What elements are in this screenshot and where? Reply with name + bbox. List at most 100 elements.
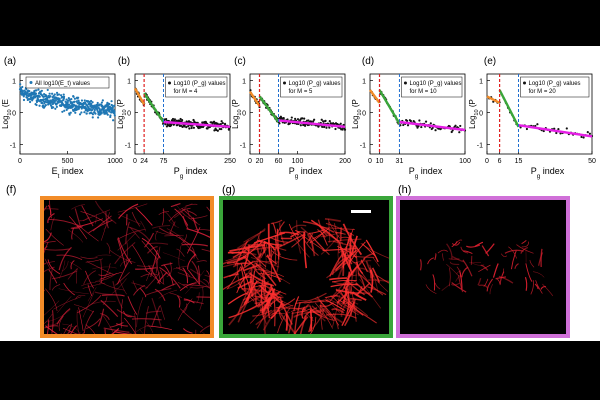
fit-line-green — [143, 92, 165, 123]
filament — [309, 316, 317, 334]
filament — [183, 299, 204, 305]
filament — [458, 275, 464, 293]
x-tick-label: 50 — [588, 158, 596, 165]
filament — [319, 300, 340, 326]
data-point — [458, 131, 461, 134]
filament — [151, 297, 162, 328]
data-point — [212, 120, 216, 123]
panel-label-c: (c) — [234, 56, 246, 67]
data-point — [187, 125, 190, 128]
data-point — [459, 124, 462, 128]
data-point — [179, 124, 183, 127]
data-point — [48, 92, 51, 95]
y-axis-label: Log10 (P — [116, 99, 128, 129]
data-point — [83, 99, 86, 102]
data-point — [220, 127, 223, 131]
data-point — [223, 122, 227, 125]
filament — [309, 235, 314, 252]
data-point — [313, 118, 316, 121]
filament — [67, 323, 73, 334]
data-point — [54, 99, 58, 102]
y-tick-label: 1 — [362, 78, 366, 85]
data-point — [77, 99, 80, 102]
filament — [244, 289, 258, 306]
filament — [206, 206, 210, 212]
data-point — [324, 119, 327, 122]
fit-line-magenta — [278, 119, 346, 128]
y-axis-label: Log10 (E — [1, 99, 13, 129]
filament — [434, 282, 441, 290]
data-point — [42, 98, 45, 101]
data-point — [37, 88, 40, 91]
x-axis-label: Pg index — [174, 166, 208, 180]
filament — [80, 211, 105, 223]
filament — [164, 234, 180, 237]
filament — [99, 271, 123, 280]
filament — [182, 303, 188, 314]
filament — [257, 234, 265, 250]
filament — [449, 261, 460, 265]
filament — [127, 296, 138, 315]
filament — [44, 263, 46, 265]
filament — [441, 284, 451, 291]
data-point — [22, 98, 26, 102]
filament — [258, 280, 270, 292]
filament — [374, 273, 389, 284]
x-axis-label: Pg index — [289, 166, 323, 180]
filament — [185, 203, 198, 207]
panel-label-d: (d) — [362, 56, 374, 67]
data-point — [312, 120, 315, 123]
plot-frame — [134, 73, 231, 155]
filament — [294, 317, 307, 334]
filament — [320, 302, 323, 330]
filament — [46, 319, 50, 334]
legend-text: for M = 10 — [409, 89, 437, 95]
data-point — [69, 111, 72, 114]
data-point — [19, 83, 22, 86]
filament — [337, 247, 340, 265]
filament — [177, 295, 181, 308]
legend-marker — [523, 81, 526, 85]
filament — [70, 222, 94, 229]
filament — [44, 289, 45, 292]
data-point — [206, 127, 209, 130]
filament — [100, 312, 110, 321]
filament — [324, 217, 341, 223]
filament — [332, 240, 354, 247]
filament — [57, 296, 72, 313]
data-point — [424, 120, 428, 123]
filament — [125, 221, 130, 245]
filament — [354, 261, 374, 289]
x-tick-label: 10 — [376, 158, 384, 165]
filament — [62, 327, 78, 334]
panel-label-h: (h) — [398, 184, 412, 196]
filament — [98, 280, 125, 291]
filament — [510, 250, 517, 270]
filament — [223, 273, 239, 279]
filament — [92, 266, 117, 270]
filament — [249, 299, 271, 324]
data-point — [325, 126, 328, 129]
x-tick-label: 24 — [140, 158, 148, 165]
filament — [349, 271, 355, 293]
x-tick-label: 0 — [248, 158, 252, 165]
filament — [73, 304, 94, 313]
microscopy-image-g — [219, 196, 393, 338]
filament — [342, 223, 363, 256]
filament — [141, 237, 161, 259]
filament — [47, 212, 55, 224]
fit-line-magenta — [163, 120, 231, 128]
x-tick-label: 100 — [292, 158, 304, 165]
filament — [161, 262, 173, 267]
y-tick-label: 0 — [362, 110, 366, 117]
filament — [44, 266, 55, 273]
filament — [325, 313, 357, 319]
filament — [277, 233, 306, 249]
data-point — [61, 110, 64, 113]
filament — [95, 272, 117, 282]
data-point — [80, 99, 84, 102]
filament — [263, 240, 276, 251]
filament — [44, 313, 53, 325]
data-point — [70, 98, 73, 101]
filament-image — [419, 239, 554, 297]
